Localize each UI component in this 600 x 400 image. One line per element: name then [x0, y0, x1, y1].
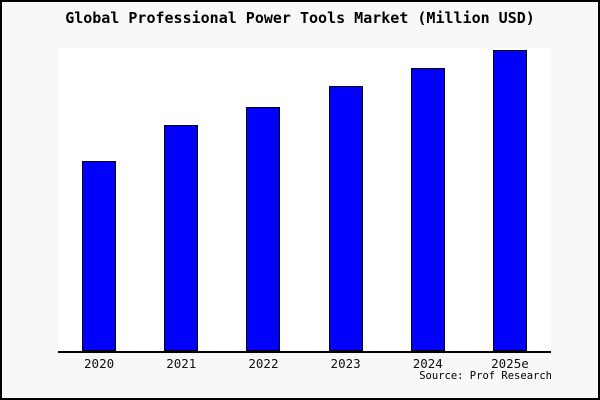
bar-2024 [410, 68, 445, 351]
x-tick-label: 2020 [84, 356, 115, 371]
bar-2022 [246, 107, 281, 351]
bar-slot [58, 48, 140, 351]
x-tick-label: 2021 [166, 356, 197, 371]
bar-2023 [328, 86, 363, 351]
source-note: Source: Prof Research [419, 370, 552, 382]
bar-slot [305, 48, 387, 351]
bar-slot [140, 48, 222, 351]
x-axis-labels: 2020 2021 2022 2023 2024 2025e [58, 356, 551, 371]
bar-slot [387, 48, 469, 351]
chart-title: Global Professional Power Tools Market (… [65, 9, 535, 27]
bar-2025e [492, 50, 527, 351]
bar-2020 [82, 161, 117, 351]
bar-2021 [164, 125, 199, 351]
x-tick-label: 2024 [412, 356, 443, 371]
x-tick-label: 2023 [330, 356, 361, 371]
bars-container [58, 48, 551, 351]
bar-slot [469, 48, 551, 351]
x-tick-label: 2022 [248, 356, 279, 371]
bar-slot [222, 48, 304, 351]
x-tick-label: 2025e [491, 356, 529, 371]
plot-area [58, 48, 551, 353]
